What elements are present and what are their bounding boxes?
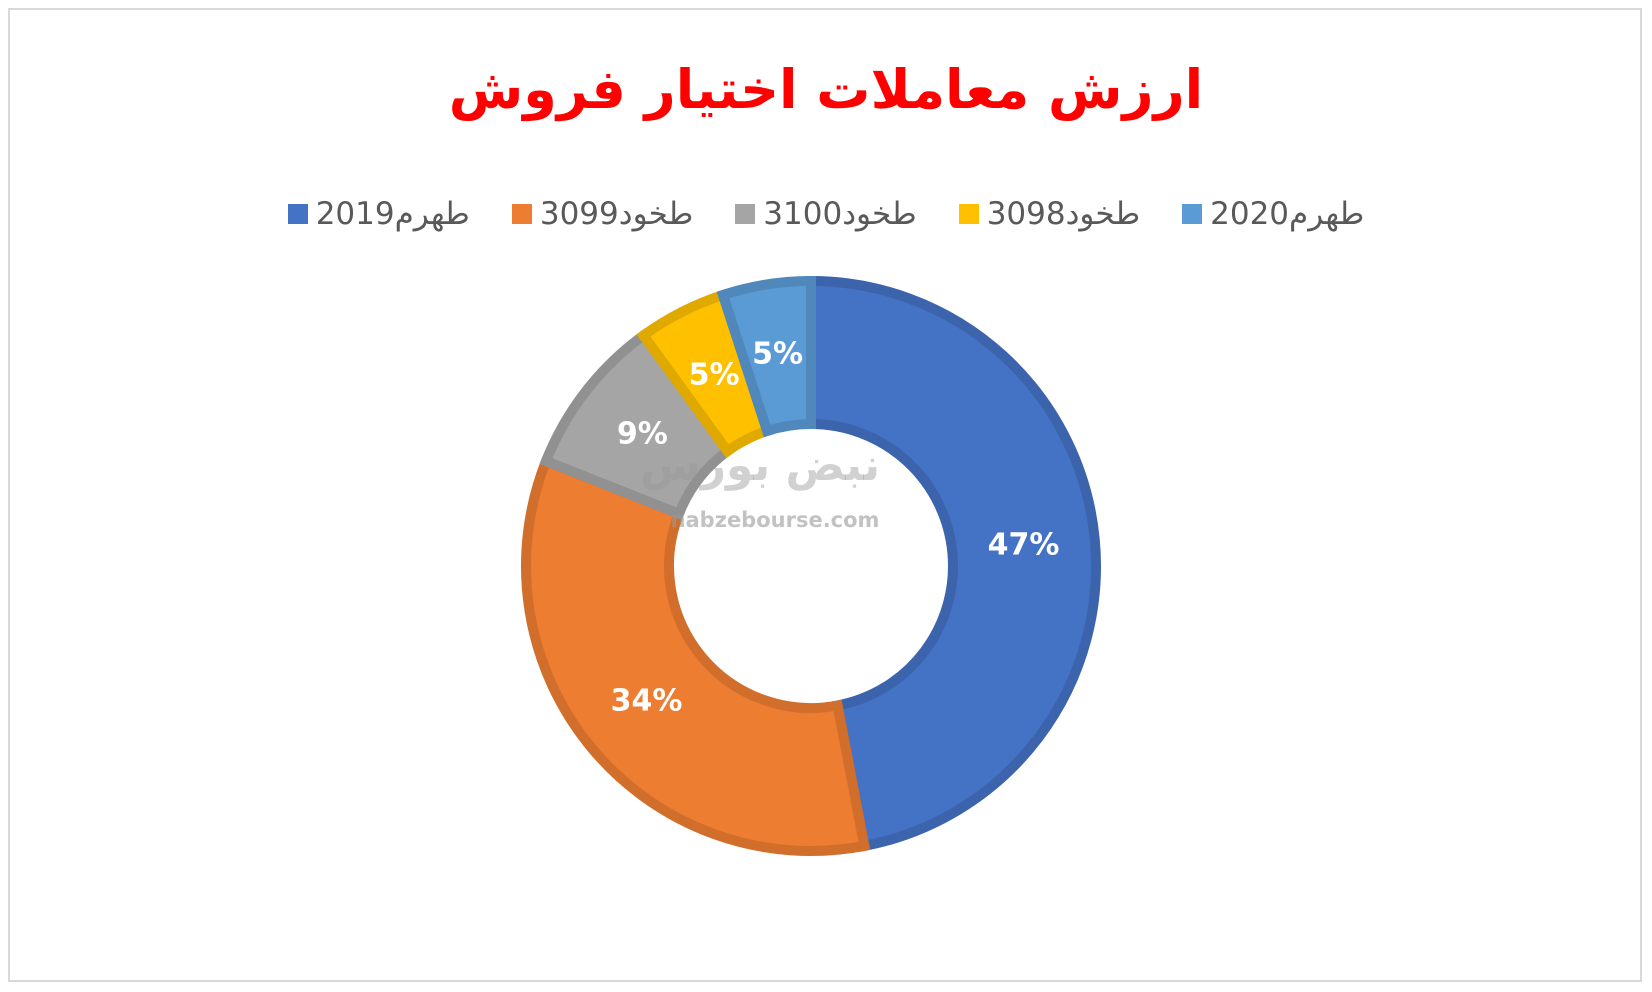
legend: طهرم2019 طخود3099 طخود3100 طخود3098 طهرم2020	[0, 196, 1652, 232]
data-label: 9%	[617, 417, 668, 452]
donut-slice	[521, 454, 871, 856]
legend-item: طخود3099	[511, 196, 694, 232]
watermark-url: nabzebourse.com	[671, 508, 880, 532]
legend-swatch	[287, 204, 308, 224]
legend-item: طخود3098	[958, 196, 1141, 232]
watermark: نبض بورس	[640, 440, 880, 491]
legend-label: طهرم2019	[315, 196, 470, 232]
legend-item: طهرم2020	[1182, 196, 1364, 232]
data-label: 5%	[752, 337, 803, 372]
legend-swatch	[1182, 204, 1203, 224]
donut-slice	[806, 275, 1101, 852]
data-label: 5%	[689, 357, 740, 392]
chart-frame	[8, 8, 1642, 982]
chart-title: ارزش معاملات اختیار فروش	[448, 58, 1204, 121]
legend-label: طهرم2020	[1210, 196, 1365, 232]
donut-slice	[716, 275, 816, 438]
legend-swatch	[958, 204, 979, 224]
legend-label: طخود3100	[763, 196, 917, 232]
legend-label: طخود3098	[986, 196, 1141, 232]
data-label: 47%	[988, 527, 1060, 562]
data-label: 34%	[611, 684, 683, 719]
legend-label: طخود3099	[539, 196, 694, 232]
legend-item: طهرم2019	[287, 196, 470, 232]
legend-swatch	[511, 204, 532, 224]
legend-swatch	[735, 204, 756, 224]
legend-item: طخود3100	[735, 196, 917, 232]
